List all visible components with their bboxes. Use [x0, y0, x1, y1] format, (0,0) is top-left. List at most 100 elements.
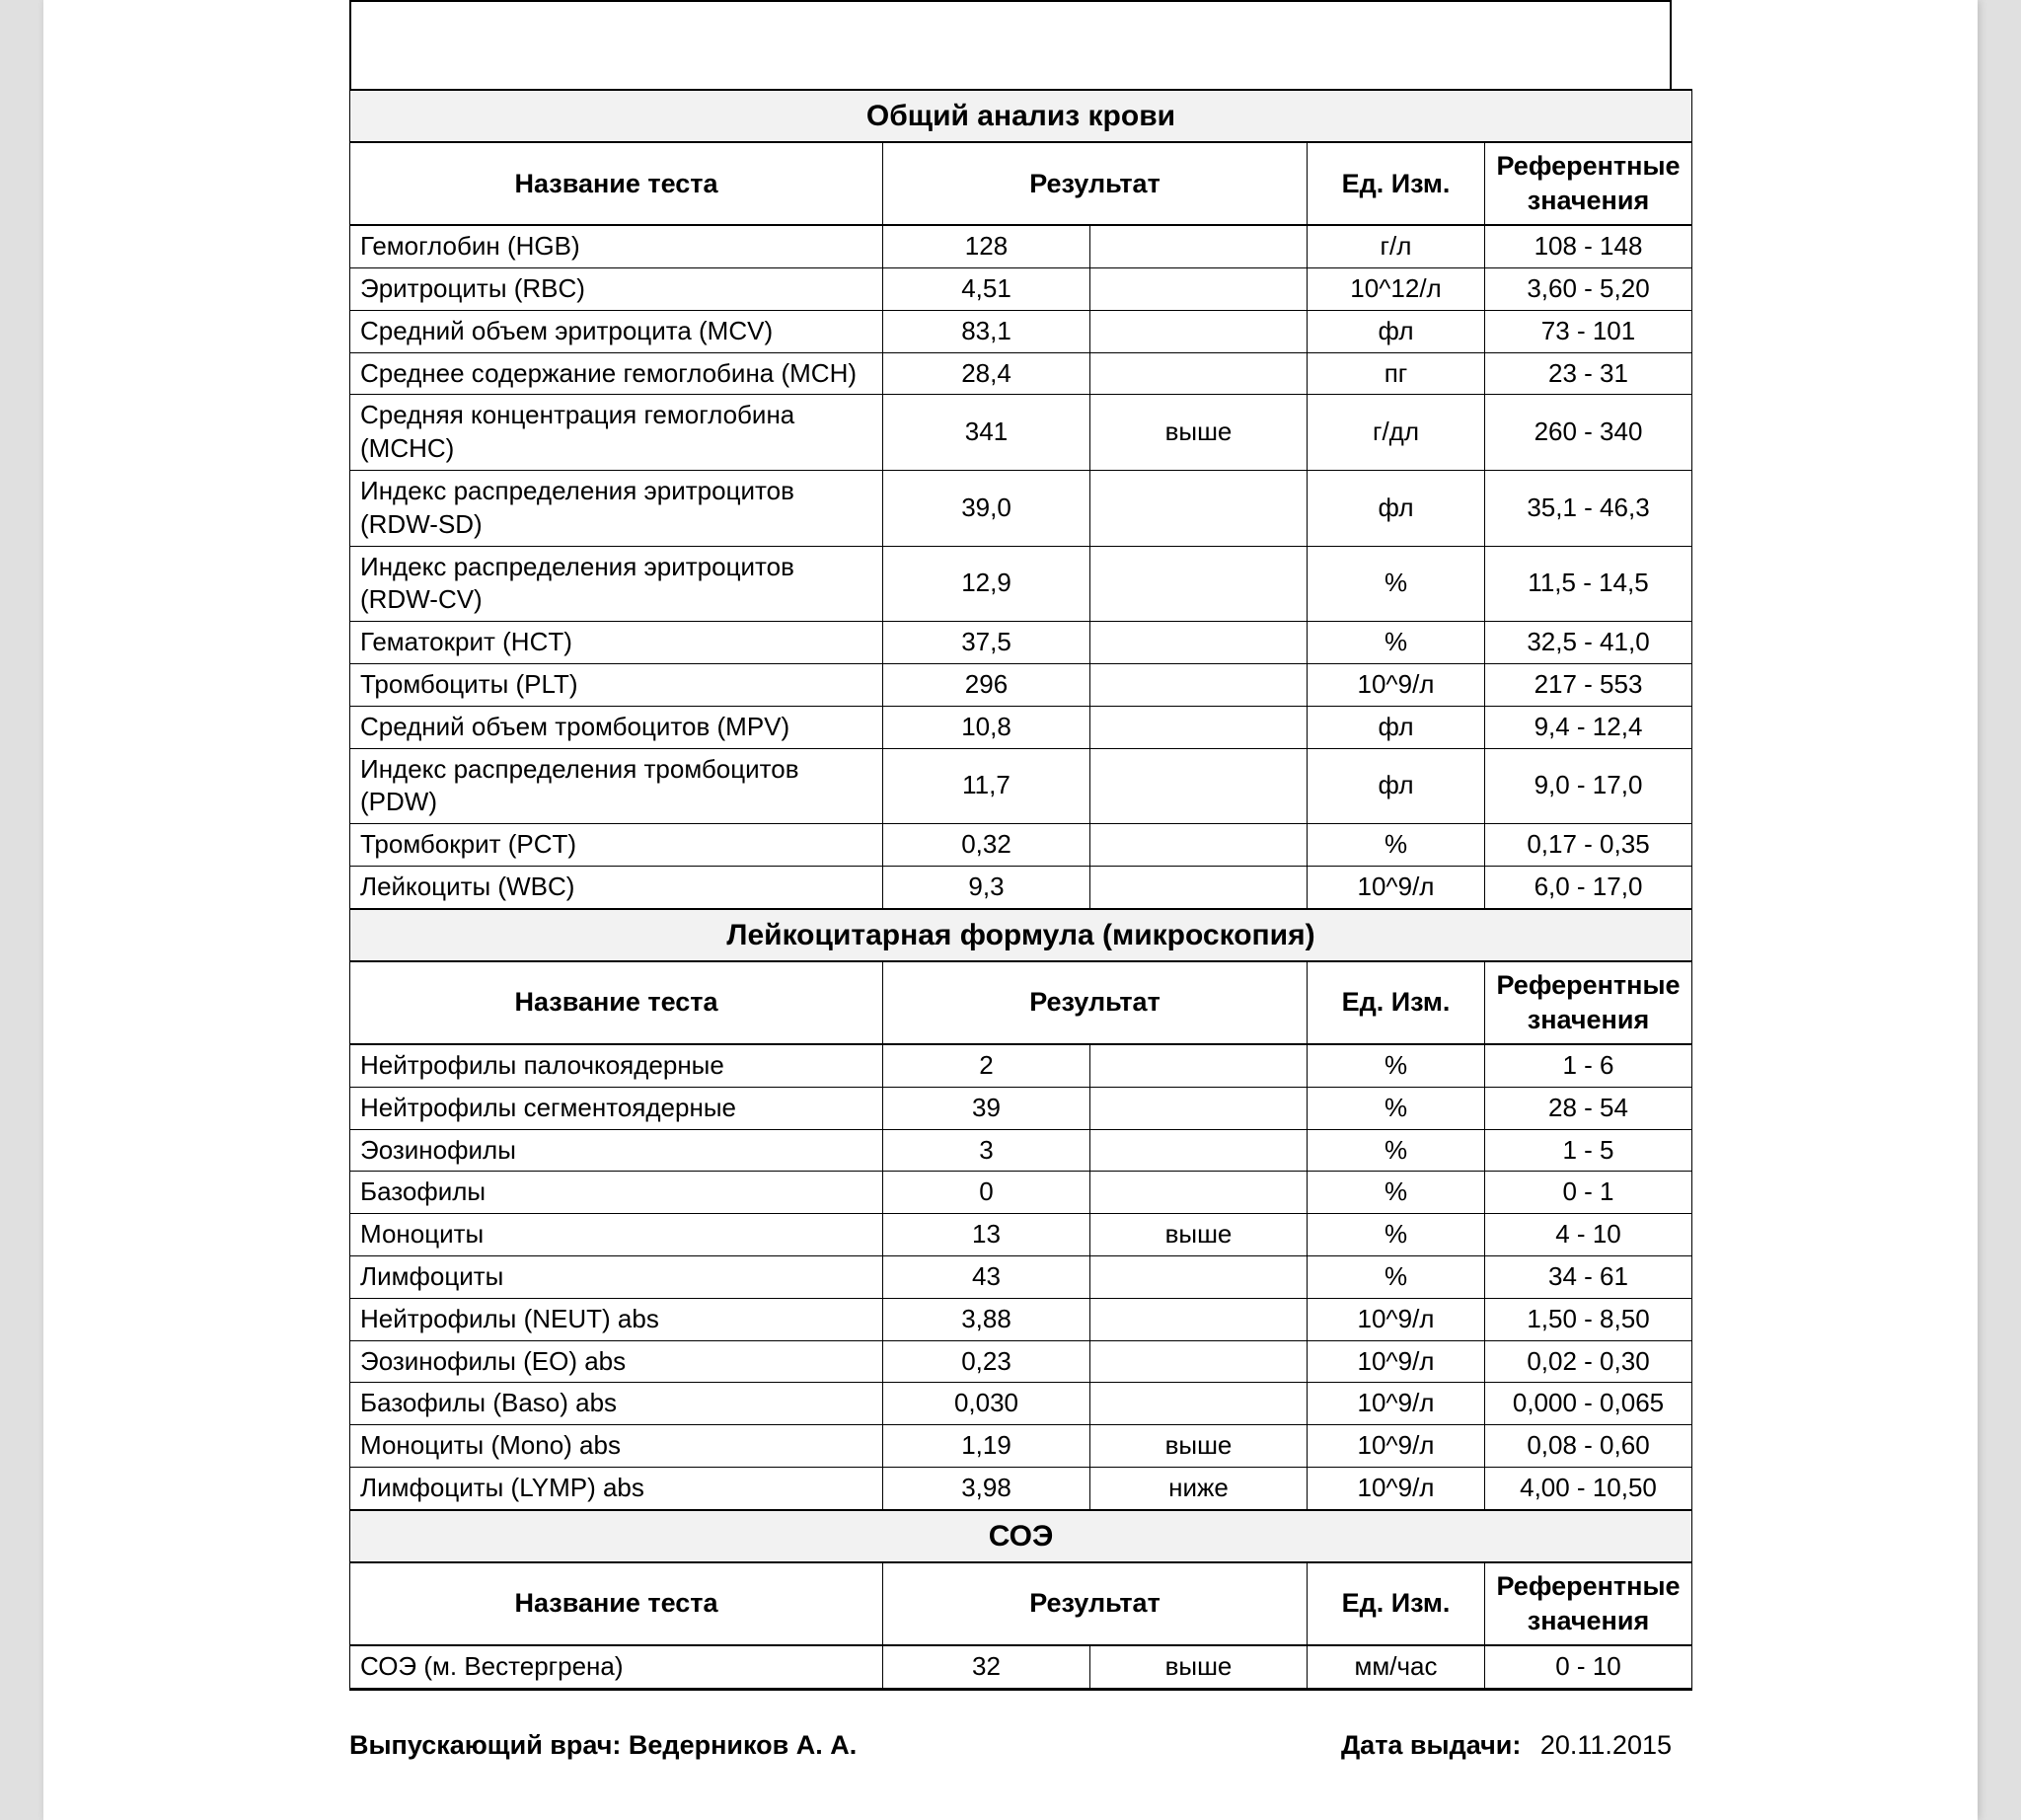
table-row: Тромбоциты (PLT)29610^9/л217 - 553 — [350, 663, 1692, 706]
cell-result: 0,32 — [883, 824, 1090, 867]
cell-flag: ниже — [1090, 1467, 1308, 1509]
cell-reference: 9,0 - 17,0 — [1485, 748, 1692, 824]
cell-result: 4,51 — [883, 267, 1090, 310]
cell-reference: 11,5 - 14,5 — [1485, 546, 1692, 622]
cell-unit: 10^9/л — [1308, 1425, 1485, 1468]
header-reference: Референтные значения — [1485, 961, 1692, 1044]
cell-test-name: Гемоглобин (HGB) — [350, 225, 883, 267]
cell-flag — [1090, 470, 1308, 546]
cell-result: 37,5 — [883, 622, 1090, 664]
cell-test-name: Тромбокрит (PCT) — [350, 824, 883, 867]
table-row: Средний объем эритроцита (MCV)83,1фл73 -… — [350, 310, 1692, 352]
cell-flag — [1090, 866, 1308, 908]
cell-result: 11,7 — [883, 748, 1090, 824]
cell-test-name: Моноциты — [350, 1214, 883, 1256]
cell-reference: 260 - 340 — [1485, 395, 1692, 471]
report-content: Общий анализ кровиНазвание тестаРезульта… — [43, 0, 1978, 1761]
table-row: Нейтрофилы (NEUT) abs3,8810^9/л1,50 - 8,… — [350, 1298, 1692, 1340]
cell-result: 3,88 — [883, 1298, 1090, 1340]
section-title: Лейкоцитарная формула (микроскопия) — [350, 909, 1692, 961]
header-result: Результат — [883, 961, 1308, 1044]
cell-unit: % — [1308, 824, 1485, 867]
cell-test-name: Моноциты (Mono) abs — [350, 1425, 883, 1468]
cell-unit: % — [1308, 1087, 1485, 1129]
cell-test-name: Средний объем эритроцита (MCV) — [350, 310, 883, 352]
cell-flag — [1090, 1044, 1308, 1087]
header-test-name: Название теста — [350, 961, 883, 1044]
cell-unit: г/л — [1308, 225, 1485, 267]
cell-test-name: Средний объем тромбоцитов (MPV) — [350, 706, 883, 748]
cell-test-name: Лимфоциты (LYMP) abs — [350, 1467, 883, 1509]
header-unit: Ед. Изм. — [1308, 142, 1485, 225]
cell-result: 9,3 — [883, 866, 1090, 908]
cell-unit: фл — [1308, 310, 1485, 352]
cell-result: 128 — [883, 225, 1090, 267]
cell-flag — [1090, 225, 1308, 267]
cell-result: 296 — [883, 663, 1090, 706]
cell-unit: % — [1308, 622, 1485, 664]
cell-reference: 6,0 - 17,0 — [1485, 866, 1692, 908]
cell-result: 12,9 — [883, 546, 1090, 622]
cell-test-name: Базофилы — [350, 1172, 883, 1214]
cell-reference: 0,000 - 0,065 — [1485, 1383, 1692, 1425]
header-unit: Ед. Изм. — [1308, 961, 1485, 1044]
header-result: Результат — [883, 1562, 1308, 1645]
cell-test-name: Эозинофилы (EO) abs — [350, 1340, 883, 1383]
date-value: 20.11.2015 — [1540, 1730, 1672, 1760]
table-row: Тромбокрит (PCT)0,32%0,17 - 0,35 — [350, 824, 1692, 867]
cell-reference: 35,1 - 46,3 — [1485, 470, 1692, 546]
header-unit: Ед. Изм. — [1308, 1562, 1485, 1645]
section-title-row: Общий анализ крови — [350, 90, 1692, 142]
table-row: Индекс распределения эритроцитов (RDW-CV… — [350, 546, 1692, 622]
cell-flag — [1090, 663, 1308, 706]
table-row: Моноциты (Mono) abs1,19выше10^9/л0,08 - … — [350, 1425, 1692, 1468]
cell-reference: 1 - 5 — [1485, 1129, 1692, 1172]
table-row: Эозинофилы3%1 - 5 — [350, 1129, 1692, 1172]
header-reference: Референтные значения — [1485, 1562, 1692, 1645]
section-title-row: Лейкоцитарная формула (микроскопия) — [350, 909, 1692, 961]
cell-test-name: Гематокрит (HCT) — [350, 622, 883, 664]
section-title: Общий анализ крови — [350, 90, 1692, 142]
cell-result: 341 — [883, 395, 1090, 471]
cell-result: 43 — [883, 1255, 1090, 1298]
table-row: Моноциты13выше%4 - 10 — [350, 1214, 1692, 1256]
cell-test-name: Индекс распределения эритроцитов (RDW-CV… — [350, 546, 883, 622]
table-row: Лимфоциты (LYMP) abs3,98ниже10^9/л4,00 -… — [350, 1467, 1692, 1509]
cell-test-name: Тромбоциты (PLT) — [350, 663, 883, 706]
cell-test-name: Индекс распределения тромбоцитов (PDW) — [350, 748, 883, 824]
cell-result: 3 — [883, 1129, 1090, 1172]
cell-reference: 23 - 31 — [1485, 352, 1692, 395]
doctor-label: Выпускающий врач: — [349, 1730, 621, 1760]
cell-reference: 3,60 - 5,20 — [1485, 267, 1692, 310]
cell-unit: 10^9/л — [1308, 1340, 1485, 1383]
table-row: СОЭ (м. Вестергрена)32вышемм/час0 - 10 — [350, 1645, 1692, 1689]
header-reference: Референтные значения — [1485, 142, 1692, 225]
cell-reference: 0 - 10 — [1485, 1645, 1692, 1689]
report-page: Общий анализ кровиНазвание тестаРезульта… — [43, 0, 1978, 1820]
cell-flag — [1090, 1129, 1308, 1172]
cell-test-name: Среднее содержание гемоглобина (MCH) — [350, 352, 883, 395]
cell-unit: г/дл — [1308, 395, 1485, 471]
table-row: Средний объем тромбоцитов (MPV)10,8фл9,4… — [350, 706, 1692, 748]
cell-reference: 34 - 61 — [1485, 1255, 1692, 1298]
cell-result: 83,1 — [883, 310, 1090, 352]
cell-flag — [1090, 1298, 1308, 1340]
cell-flag: выше — [1090, 1214, 1308, 1256]
table-row: Эритроциты (RBC)4,5110^12/л3,60 - 5,20 — [350, 267, 1692, 310]
cell-unit: пг — [1308, 352, 1485, 395]
table-row: Лейкоциты (WBC)9,310^9/л6,0 - 17,0 — [350, 866, 1692, 908]
column-header-row: Название тестаРезультатЕд. Изм.Референтн… — [350, 961, 1692, 1044]
date-label: Дата выдачи: — [1341, 1730, 1521, 1760]
cell-unit: % — [1308, 546, 1485, 622]
table-row: Эозинофилы (EO) abs0,2310^9/л0,02 - 0,30 — [350, 1340, 1692, 1383]
cell-reference: 1 - 6 — [1485, 1044, 1692, 1087]
cell-flag — [1090, 706, 1308, 748]
issuing-doctor: Выпускающий врач: Ведерников А. А. — [349, 1730, 857, 1761]
issue-date: Дата выдачи: 20.11.2015 — [1341, 1730, 1672, 1761]
cell-test-name: Эозинофилы — [350, 1129, 883, 1172]
cell-unit: 10^9/л — [1308, 1298, 1485, 1340]
cell-result: 13 — [883, 1214, 1090, 1256]
table-row: Средняя концентрация гемоглобина (MCHC)3… — [350, 395, 1692, 471]
table-row: Лимфоциты43%34 - 61 — [350, 1255, 1692, 1298]
cell-test-name: Лейкоциты (WBC) — [350, 866, 883, 908]
